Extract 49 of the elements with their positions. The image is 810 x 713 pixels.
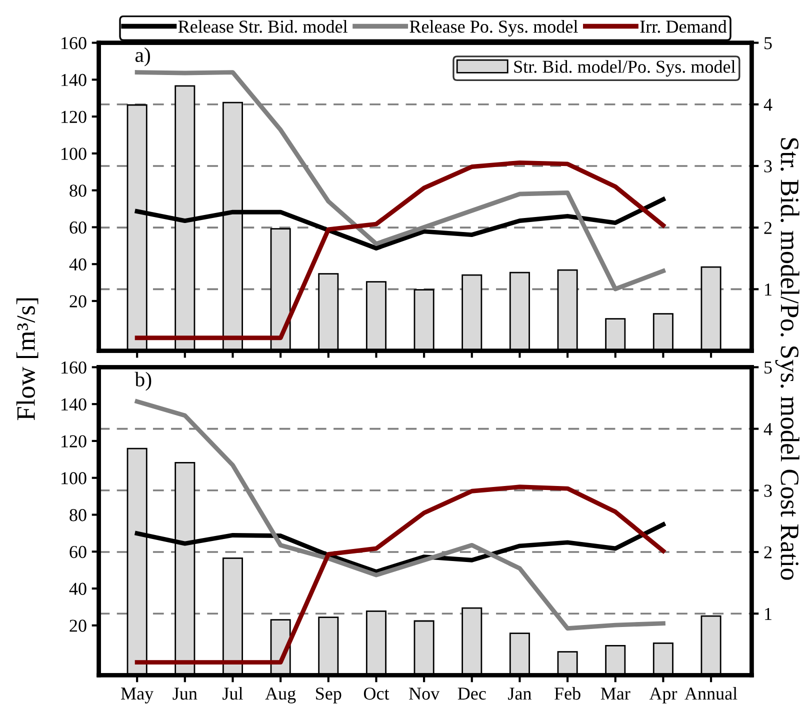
y2-tick-label: 4 [764,98,772,111]
x-tick-label: Mar [600,688,630,700]
x-tick-label: Apr [649,688,678,704]
y-tick-label: 120 [62,435,86,448]
line-series [134,160,666,340]
x-tick-label: Jun [172,688,198,700]
line-series [134,484,666,665]
y2-axis-title: Str. Bid. model/Po. Sys. model Cost Ratio [775,138,800,580]
y2-tick-label: 1 [765,608,772,620]
y-tick-label: 60 [70,546,86,558]
x-tick-label: Jul [222,687,243,700]
y-tick-label: 40 [69,582,86,595]
y-tick-label: 140 [62,74,86,86]
y-tick-label: 100 [62,472,86,484]
y2-tick-label: 2 [764,546,772,558]
annotation: b) [134,372,152,391]
legend-label: Release Po. Sys. model [410,20,578,36]
y-tick-label: 140 [62,398,86,411]
y-tick-label: 80 [70,509,86,522]
y2-tick-label: 1 [765,284,772,296]
y-tick-label: 20 [70,620,86,632]
y2-tick-label: 2 [764,222,772,234]
y-tick-label: 120 [62,110,86,123]
y2-tick-label: 4 [764,423,772,436]
x-tick-label: Oct [364,688,390,700]
x-tick-label: Jan [508,688,532,700]
y2-tick-label: 3 [764,484,772,497]
legend-label: Release Str. Bid. model [178,20,348,33]
x-tick-label: Dec [458,688,486,700]
x-tick-label: Annual [684,687,738,700]
y-tick-label: 160 [62,37,86,50]
x-tick-label: Feb [554,687,580,700]
x-tick-label: Aug [265,688,296,704]
y-tick-label: 20 [70,295,86,308]
y-tick-label: 80 [70,184,86,197]
y-tick-label: 40 [69,258,86,271]
x-tick-label: Sep [316,688,342,704]
x-tick-label: May [121,688,154,704]
y2-tick-label: 5 [764,362,772,374]
y2-tick-label: 5 [764,37,772,50]
legend-label: Irr. Demand [640,20,727,33]
legend-label: Str. Bid. model/Po. Sys. model [514,60,736,77]
y-tick-label: 60 [70,221,86,234]
y-axis-title: Flow [m³/s] [16,298,38,420]
y2-tick-label: 3 [764,160,772,172]
y-tick-label: 160 [62,361,86,374]
y-tick-label: 100 [62,148,86,160]
annotation: a) [135,47,150,66]
x-tick-label: Nov [409,688,440,700]
